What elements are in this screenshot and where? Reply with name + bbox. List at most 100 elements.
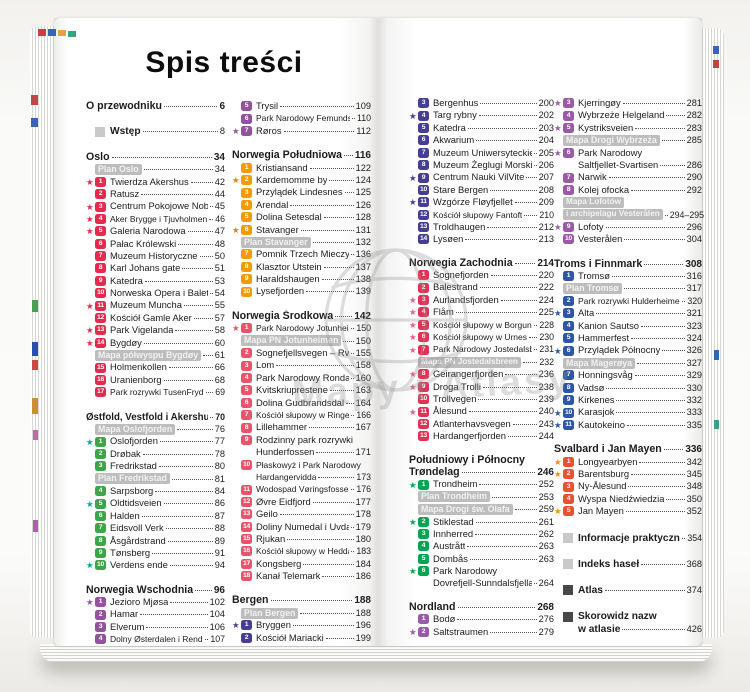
toc-entry: 10 Stare Bergen 208 (409, 184, 554, 196)
star-icon: ★ (409, 332, 417, 343)
item-number-badge: 15 (95, 362, 106, 373)
page-number: 69 (215, 387, 225, 398)
page-number: 253 (538, 491, 554, 502)
entry-label: Wodospad Vøringsfossen (256, 484, 350, 495)
item-number-badge: 8 (95, 263, 106, 274)
item-number-badge: 13 (241, 509, 252, 520)
toc-entry: 5 Dombås 263 (409, 553, 554, 565)
dotted-leader (604, 590, 685, 592)
item-number-badge: 5 (95, 498, 106, 509)
toc-entry: 14 Doliny Numedal i Uvdal 179 (232, 521, 371, 533)
item-number-badge: 5 (563, 122, 574, 133)
toc-entry: 7 Muzeum Uniwersyteckie 205 (409, 147, 554, 159)
color-tab (714, 420, 719, 429)
toc-entry: 3 Lom 158 (232, 359, 371, 371)
entry-label: Dolina Setesdal (256, 211, 322, 223)
toc-entry-line2: Dovrefjell-Sunndalsfjella 264 (409, 577, 554, 589)
page-number: 88 (214, 523, 225, 534)
dotted-leader (190, 181, 213, 183)
page-number: 66 (214, 362, 225, 373)
dotted-leader (195, 589, 212, 591)
section-header: Południowy i Północny (409, 454, 554, 466)
item-number-badge: 11 (418, 197, 429, 208)
entry-label: Stiklestad (433, 515, 474, 527)
dotted-leader (300, 612, 354, 614)
page-number: 163 (355, 385, 371, 396)
section-gap (86, 112, 225, 125)
toc-entry: 3 Fredrikstad 80 (86, 460, 225, 472)
toc-entry: 8 Lillehammer 167 (232, 421, 371, 433)
item-number-badge: 1 (418, 479, 429, 490)
dotted-leader (533, 164, 537, 166)
page-number: 164 (355, 397, 371, 408)
item-number-badge: 5 (241, 212, 252, 223)
entry-label: Dovrefjell-Sunndalsfjella (433, 577, 532, 589)
entry-label: Saltstraumen (433, 625, 489, 637)
star-icon: ★ (554, 506, 562, 517)
page-number: 116 (354, 150, 371, 162)
page-number: 48 (214, 238, 225, 249)
item-number-badge: 12 (241, 496, 252, 507)
page-number: 231 (539, 344, 554, 355)
dotted-leader (606, 387, 685, 389)
entry-label: Flåm (433, 306, 454, 318)
dotted-leader (465, 239, 537, 241)
map-entry: Plan Trondheim 253 (409, 491, 554, 503)
entry-label: Norweska Opera i Balet (110, 287, 208, 299)
dotted-leader (163, 106, 218, 107)
entry-label: Trondheim (433, 478, 478, 490)
entry-label: Kościół słupowy w Urnes (433, 332, 528, 343)
item-number-badge: 2 (418, 282, 429, 293)
entry-label: Atlas (578, 585, 603, 597)
toc-entry: ★ 3 Kjerringøy 281 (554, 97, 702, 109)
item-number-badge: 9 (241, 274, 252, 285)
item-number-badge: 3 (95, 201, 106, 212)
entry-label: Drøbak (110, 447, 141, 459)
dotted-leader (155, 490, 213, 492)
page-number: 294–295 (669, 209, 704, 220)
dotted-leader (210, 416, 214, 418)
dotted-leader (500, 299, 537, 301)
entry-label: Płaskowyż i Park Narodowy (256, 459, 361, 470)
dotted-leader (170, 602, 208, 604)
page-number: 212 (538, 221, 554, 232)
entry-label: Trollvegen (433, 392, 477, 404)
item-number-badge: 2 (95, 448, 106, 459)
toc-entry: 6 Park Narodowy Femundsmarka 110 (232, 112, 371, 124)
star-icon: ★ (554, 308, 562, 319)
item-number-badge: 14 (95, 337, 106, 348)
dotted-leader (350, 377, 354, 379)
star-icon: ★ (409, 626, 417, 637)
toc-entry: ★ 1 Jezioro Mjøsa 102 (86, 596, 225, 608)
entry-label: Sognefjellsvegen – Rv55 (256, 347, 349, 359)
page-number: 81 (214, 473, 225, 484)
dotted-leader (631, 338, 685, 340)
item-number-badge: 5 (95, 226, 106, 237)
item-number-badge: 6 (241, 113, 252, 124)
item-number-badge: 3 (418, 529, 429, 540)
page-edge-bottom (40, 644, 712, 662)
page-number: 46 (215, 213, 225, 224)
dotted-leader (529, 337, 538, 339)
item-number-badge: 2 (418, 516, 429, 527)
dotted-leader (664, 214, 668, 216)
toc-column-3: 3 Bergenhus 200 ★ 4 Targ rybny 202 5 Katedra 203 6… (409, 97, 554, 638)
dotted-leader (533, 583, 537, 585)
map-chip: Mapa Magerøya (563, 357, 635, 369)
entry-label: Oslofjorden (110, 435, 158, 447)
color-tab (58, 30, 66, 36)
entry-label: Øvre Eidfjord (256, 495, 311, 507)
entry-label: Wstęp (110, 126, 141, 138)
star-icon: ★ (554, 222, 562, 233)
dotted-leader (637, 362, 685, 364)
page-number: 332 (686, 394, 702, 405)
toc-entry: 4 Arendal 126 (232, 199, 371, 211)
page-number: 54 (214, 288, 225, 299)
map-chip: Mapa Lofotów (563, 196, 625, 208)
dotted-leader (524, 214, 538, 216)
section-gap (86, 138, 225, 151)
item-number-badge: 7 (241, 249, 252, 260)
entry-label: Kościół słupowy Fantoft (433, 209, 523, 220)
dotted-leader (318, 476, 355, 478)
page-number: 176 (356, 484, 371, 495)
